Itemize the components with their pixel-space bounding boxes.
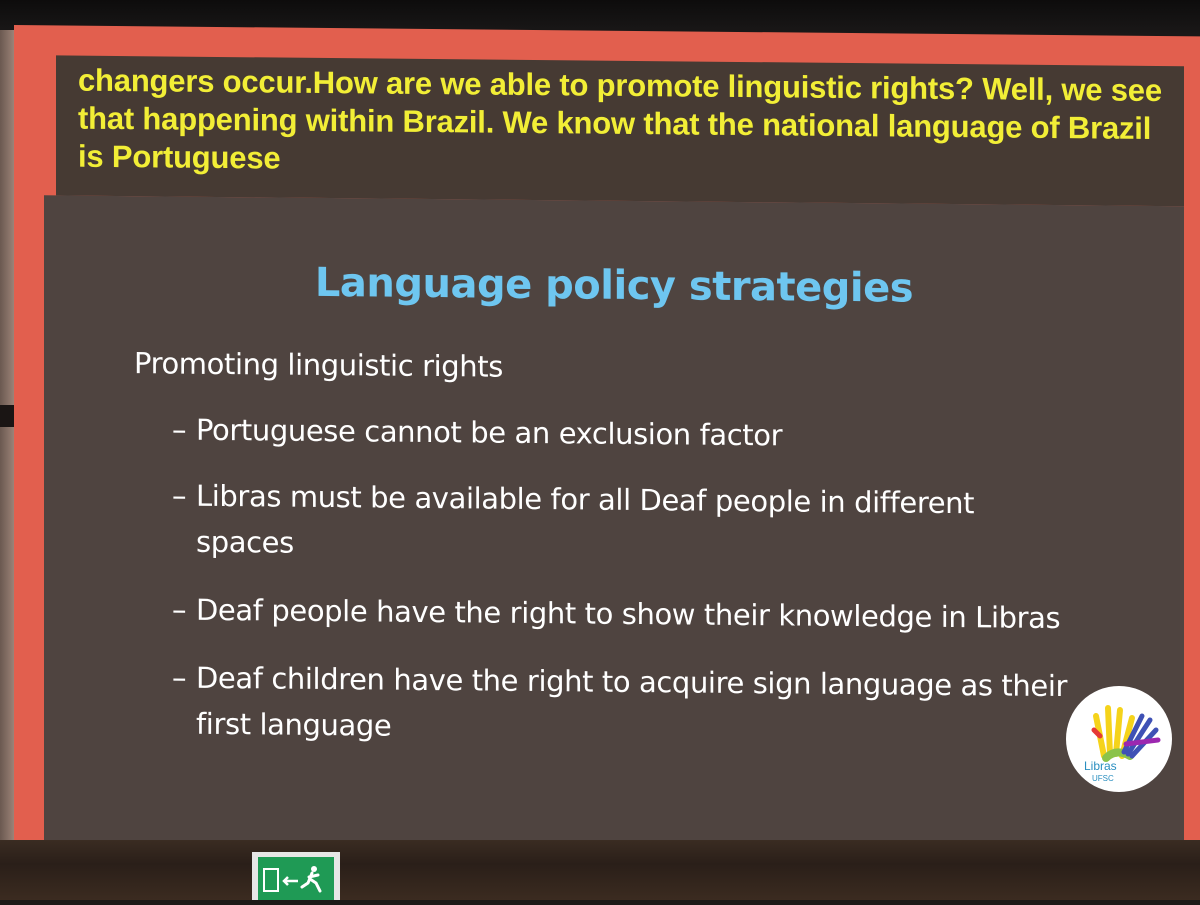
- projection-screen: changers occur.How are we able to promot…: [14, 25, 1200, 862]
- bullet-text: Portuguese cannot be an exclusion factor: [196, 412, 783, 453]
- bullet-item: – Portuguese cannot be an exclusion facto…: [172, 407, 1072, 462]
- bullet-text: Libras must be available for all Deaf pe…: [196, 478, 975, 560]
- slide-subheading: Promoting linguistic rights: [134, 346, 503, 384]
- bullet-dash: –: [172, 592, 187, 627]
- bullet-dash: –: [172, 478, 187, 513]
- libras-hands-icon: Libras UFSC: [1084, 705, 1161, 783]
- emergency-exit-icon: [258, 857, 334, 900]
- bullet-text: Deaf children have the right to acquire …: [196, 660, 1068, 743]
- logo-institution: UFSC: [1092, 774, 1114, 783]
- bullet-dash: –: [172, 660, 187, 695]
- libras-ufsc-logo: Libras UFSC: [1066, 686, 1172, 792]
- bullet-item: – Libras must be available for all Deaf p…: [172, 473, 1072, 574]
- auditorium-floor: [0, 840, 1200, 900]
- bullet-item: – Deaf people have the right to show thei…: [172, 587, 1072, 642]
- logo-name: Libras: [1084, 759, 1117, 773]
- live-caption-box: changers occur.How are we able to promot…: [56, 55, 1184, 207]
- presentation-slide: Language policy strategies Promoting lin…: [44, 195, 1184, 862]
- bullet-item: – Deaf children have the right to acquire…: [172, 655, 1072, 756]
- bullet-text: Deaf people have the right to show their…: [196, 592, 1061, 636]
- slide-title: Language policy strategies: [314, 259, 914, 312]
- emergency-exit-sign: [252, 852, 340, 900]
- wall-gap: [0, 405, 14, 427]
- bullet-dash: –: [172, 412, 187, 447]
- bullet-list: – Portuguese cannot be an exclusion facto…: [172, 407, 1072, 778]
- live-caption-text: changers occur.How are we able to promot…: [78, 62, 1162, 176]
- side-wall: [0, 30, 14, 850]
